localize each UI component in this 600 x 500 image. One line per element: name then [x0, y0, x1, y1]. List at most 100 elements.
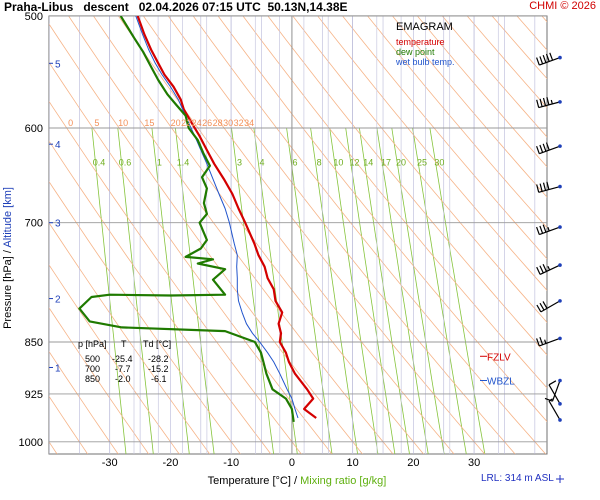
dry-adiabat-line	[342, 16, 547, 260]
altitude-tick-label: 4	[55, 140, 61, 151]
table-cell: -6.1	[151, 374, 167, 384]
dry-adiabat-line	[49, 222, 211, 454]
dry-adiabat-label: 5	[94, 118, 99, 128]
mixing-ratio-line	[175, 127, 215, 454]
dry-adiabat-line	[217, 16, 547, 423]
y-axis-label: Pressure [hPa]	[2, 256, 14, 329]
mixing-ratio-label: 17	[381, 158, 391, 168]
x-tick-label: -20	[163, 457, 179, 469]
wind-barb-flag	[539, 56, 544, 65]
dry-adiabat-label: 30	[223, 118, 233, 128]
dry-adiabat-line	[292, 16, 547, 323]
x-axis-title: Temperature [°C] / Mixing ratio [g/kg]	[208, 475, 387, 487]
wind-barb	[544, 378, 562, 402]
mixing-ratio-label: 10	[333, 158, 343, 168]
dry-adiabat-line	[49, 395, 88, 454]
y-axis-separator: /	[2, 248, 14, 257]
table-header-td: Td [°C]	[143, 339, 171, 349]
legend-wetbulb: wet bulb temp.	[395, 57, 455, 67]
dry-adiabat-line	[117, 16, 455, 454]
wind-barb	[536, 181, 562, 193]
dry-adiabat-line	[49, 180, 241, 454]
x-tick-label: -10	[223, 457, 239, 469]
mixing-ratio-line	[391, 127, 445, 454]
wind-barb-flag	[536, 226, 540, 235]
mixing-ratio-label: 6	[292, 158, 297, 168]
wind-barb-base	[558, 263, 562, 267]
wind-barb-flag	[542, 182, 547, 191]
x-axis-label: Temperature [°C]	[208, 475, 291, 487]
legend-dewpoint: dew point	[396, 47, 435, 57]
table-header-p: p [hPa]	[78, 339, 107, 349]
table-cell: -15.2	[148, 364, 169, 374]
mixing-ratio-line	[412, 127, 467, 454]
table-cell: 500	[85, 354, 100, 364]
dry-adiabat-label: 10	[118, 118, 128, 128]
x-tick-label: -30	[102, 457, 118, 469]
wind-barb-flag	[539, 336, 544, 345]
mixing-ratio-label: 14	[363, 158, 373, 168]
y-axis-label-altitude: Altitude [km]	[2, 187, 14, 248]
wind-barb-base	[558, 418, 562, 422]
dry-adiabat-line	[192, 16, 546, 454]
dry-adiabat-label: 32	[234, 118, 244, 128]
table-cell: -2.0	[115, 374, 131, 384]
dry-adiabat-line	[391, 16, 547, 198]
wind-barb-base	[558, 299, 562, 303]
wind-barb-flag	[545, 53, 550, 62]
table-header-t: T	[121, 339, 127, 349]
wind-barb-flag	[539, 265, 544, 274]
dry-adiabat-line	[416, 16, 547, 168]
wind-barb-flag	[549, 52, 554, 61]
mixing-ratio-line	[91, 127, 127, 454]
dry-adiabat-line	[49, 140, 272, 454]
wind-barb-flag	[539, 225, 544, 234]
wind-barb-base	[558, 225, 562, 229]
dry-adiabat-label: 24	[192, 118, 202, 128]
mixing-ratio-label: 1.4	[177, 158, 190, 168]
mixing-ratio-line	[359, 127, 410, 454]
x-tick-label: 10	[347, 457, 359, 469]
mixing-ratio-label: 4	[260, 158, 265, 168]
pressure-tick-label: 925	[25, 389, 43, 401]
dry-adiabat-label: 26	[202, 118, 212, 128]
series-layer	[78, 16, 317, 423]
wind-barb-flag	[536, 304, 542, 313]
dry-adiabat-line	[167, 16, 516, 454]
dry-adiabat-label: 22	[181, 118, 191, 128]
wind-barb	[536, 52, 562, 66]
mixing-ratio-label: 8	[317, 158, 322, 168]
wind-barb	[536, 299, 562, 313]
mixing-ratio-label: 0.6	[119, 158, 132, 168]
mixing-ratio-line	[286, 127, 333, 454]
wind-barb-flag	[545, 142, 550, 151]
x-axis-separator: /	[291, 475, 300, 487]
pressure-tick-label: 500	[25, 11, 43, 23]
pressure-tick-label: 700	[25, 218, 43, 230]
legend-title: EMAGRAM	[396, 21, 453, 33]
dry-adiabat-line	[49, 100, 302, 454]
dry-adiabat-line	[267, 16, 547, 356]
wind-barb	[548, 380, 562, 406]
dry-adiabat-label: 28	[213, 118, 223, 128]
mixing-ratio-label: 3	[237, 158, 242, 168]
dry-adiabat-line	[49, 307, 149, 454]
dry-adiabat-line	[569, 0, 600, 454]
wind-barb	[548, 398, 562, 422]
temperature-profile-line	[136, 16, 317, 419]
wind-barb-flag	[536, 184, 540, 193]
wind-barb-base	[558, 100, 562, 104]
x-axis-label-mixing: Mixing ratio [g/kg]	[300, 475, 386, 487]
dry-adiabat-line	[544, 0, 600, 454]
wind-barb-flag	[536, 266, 541, 275]
wind-barb-flag	[548, 380, 557, 386]
mixing-ratio-label: 20	[396, 158, 406, 168]
wind-barb	[536, 263, 562, 275]
altitude-tick-label: 1	[55, 363, 61, 374]
x-tick-label: 20	[407, 457, 419, 469]
wind-barb-base	[558, 144, 562, 148]
mixing-ratio-label: 12	[349, 158, 359, 168]
wind-barb-base	[558, 184, 562, 189]
wind-barb-base	[558, 378, 562, 383]
